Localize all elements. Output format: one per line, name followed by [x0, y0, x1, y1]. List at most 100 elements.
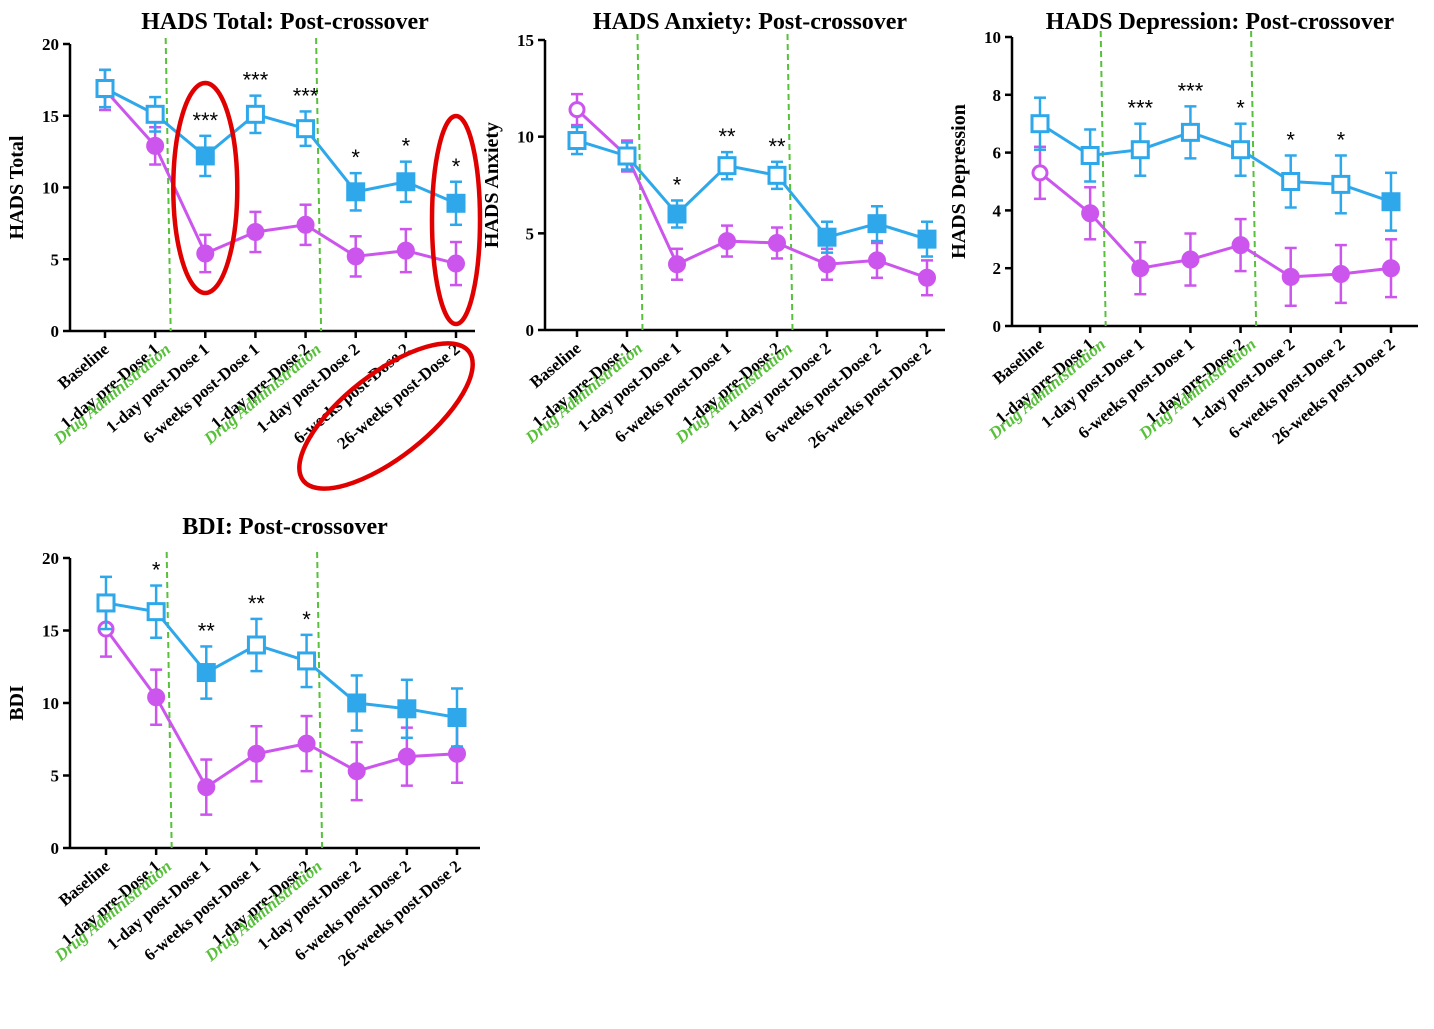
treated-data-point — [1231, 236, 1250, 255]
control-data-point — [397, 699, 417, 719]
significance-marker: ** — [718, 124, 736, 149]
y-tick-label: 5 — [51, 250, 60, 269]
significance-marker: * — [302, 607, 311, 632]
control-data-point — [1030, 114, 1050, 134]
control-data-point — [346, 182, 366, 202]
y-tick-label: 0 — [51, 839, 60, 858]
control-data-point — [146, 602, 166, 622]
significance-marker: * — [1286, 127, 1295, 152]
treated-data-point — [397, 747, 416, 766]
control-data-point — [297, 651, 317, 671]
y-tick-label: 20 — [42, 549, 59, 568]
drug-administration-line — [786, 33, 794, 331]
treated-data-point — [1281, 267, 1300, 286]
chart-panel-3: HADS Depression: Post-crossover HADS Depr… — [948, 9, 1418, 448]
significance-marker: * — [402, 134, 411, 159]
treated-data-point — [568, 101, 586, 119]
significance-marker: * — [452, 154, 461, 179]
significance-marker: *** — [243, 68, 269, 93]
drug-administration-line — [316, 551, 324, 849]
control-data-point — [1231, 140, 1251, 160]
treated-data-point — [448, 744, 466, 763]
control-data-point — [195, 146, 215, 166]
highlight-ellipse — [171, 80, 240, 296]
treated-data-point — [347, 762, 366, 781]
y-axis-label: HADS Depression — [948, 104, 970, 259]
chart-panel-1: HADS Total: Post-crossover HADS Total 0 5 10… — [6, 9, 483, 491]
y-tick-label: 10 — [517, 128, 534, 147]
chart-panel-2: HADS Anxiety: Post-crossover HADS Anxiety… — [481, 9, 945, 452]
control-data-point — [145, 104, 165, 124]
control-data-point — [1331, 174, 1351, 194]
y-tick-label: 0 — [993, 317, 1002, 336]
treated-data-point — [1131, 259, 1150, 278]
treated-data-point — [346, 247, 365, 266]
drug-administration-line — [315, 37, 323, 332]
chart-title: HADS Depression: Post-crossover — [1046, 9, 1395, 35]
significance-marker: ** — [198, 618, 216, 643]
y-tick-label: 5 — [526, 224, 535, 243]
treated-data-point — [1382, 259, 1400, 278]
control-data-point — [867, 214, 887, 234]
treated-data-point — [868, 251, 886, 270]
treated-data-point — [1031, 164, 1049, 182]
treated-data-point — [918, 268, 936, 287]
highlight-ellipse-label — [297, 341, 475, 491]
chart-title: BDI: Post-crossover — [182, 514, 388, 540]
control-data-point — [767, 165, 787, 185]
drug-administration-line — [1099, 30, 1107, 327]
treated-data-point — [146, 136, 165, 155]
significance-marker: * — [1337, 127, 1346, 152]
chart-title: HADS Total: Post-crossover — [141, 9, 429, 35]
control-data-point — [1080, 145, 1100, 165]
significance-marker: * — [351, 145, 360, 170]
control-data-point — [717, 156, 737, 176]
control-data-point — [196, 663, 216, 683]
significance-marker: *** — [293, 83, 319, 108]
significance-marker: * — [673, 172, 682, 197]
treated-data-point — [246, 222, 265, 241]
significance-marker: *** — [1127, 96, 1153, 121]
control-data-point — [245, 104, 265, 124]
significance-marker: ** — [248, 591, 266, 616]
y-tick-label: 2 — [993, 259, 1002, 278]
y-tick-label: 15 — [517, 31, 534, 50]
treated-data-point — [247, 744, 266, 763]
y-tick-label: 15 — [42, 622, 59, 641]
treated-data-point — [668, 255, 686, 274]
y-tick-label: 4 — [993, 201, 1002, 220]
y-tick-label: 10 — [42, 694, 59, 713]
control-data-point — [446, 193, 466, 213]
treated-data-point — [396, 241, 415, 260]
treated-data-point — [147, 688, 166, 707]
control-data-point — [917, 229, 937, 249]
control-data-point — [817, 227, 837, 247]
control-data-point — [246, 635, 266, 655]
control-data-point — [396, 172, 416, 192]
drug-administration-line — [164, 37, 172, 332]
treated-data-point — [447, 254, 465, 273]
control-data-point — [447, 708, 467, 727]
y-tick-label: 10 — [984, 28, 1001, 47]
control-data-point — [96, 593, 116, 613]
control-data-point — [95, 78, 115, 98]
y-tick-label: 0 — [51, 322, 60, 341]
significance-marker: * — [1236, 96, 1245, 121]
significance-marker: *** — [192, 108, 218, 133]
highlight-ellipse — [429, 113, 483, 327]
y-tick-label: 20 — [42, 35, 59, 54]
control-data-point — [296, 119, 316, 139]
control-data-point — [1130, 140, 1150, 160]
treated-data-point — [1181, 250, 1200, 269]
control-data-point — [567, 131, 587, 151]
y-tick-label: 0 — [526, 321, 535, 340]
treated-data-point — [297, 734, 316, 753]
y-tick-label: 10 — [42, 179, 59, 198]
treated-data-point — [1081, 204, 1100, 223]
y-tick-label: 8 — [993, 86, 1002, 105]
y-axis-label: BDI — [6, 685, 28, 721]
treated-data-point — [296, 215, 315, 234]
treated-data-point — [718, 232, 736, 251]
